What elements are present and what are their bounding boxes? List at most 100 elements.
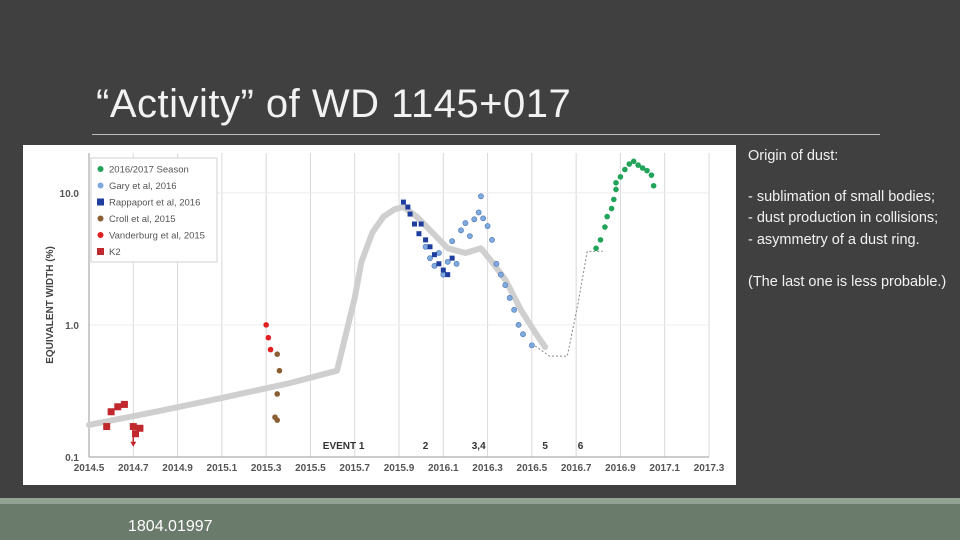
legend-label: Gary et al, 2016 <box>109 181 177 192</box>
series-2016-2017-season <box>593 158 657 252</box>
data-point <box>449 238 456 245</box>
data-point <box>466 233 473 239</box>
data-point <box>405 204 411 210</box>
data-point <box>635 162 641 168</box>
x-tick-label: 2014.7 <box>118 463 149 474</box>
data-point <box>610 196 617 203</box>
data-point <box>129 423 137 431</box>
footer-reference: 1804.01997 <box>128 518 213 535</box>
x-tick-label: 2014.5 <box>74 463 105 474</box>
data-point <box>458 227 464 234</box>
x-tick-label: 2016.7 <box>561 463 592 474</box>
data-point <box>613 179 619 186</box>
legend-marker <box>97 215 104 222</box>
data-point <box>274 391 281 397</box>
upper-limit-arrowhead <box>130 441 137 447</box>
data-point <box>617 174 624 180</box>
x-tick-label: 2015.9 <box>384 463 415 474</box>
data-point <box>114 403 122 411</box>
series-croll-et-al-2015 <box>272 351 283 423</box>
data-point <box>412 221 417 227</box>
x-tick-label: 2014.9 <box>162 463 193 474</box>
data-point <box>478 193 484 200</box>
data-point <box>520 331 526 338</box>
data-point <box>622 166 628 173</box>
event-label: 3,4 <box>472 441 486 452</box>
data-point <box>502 282 509 289</box>
data-point <box>511 306 518 313</box>
data-point <box>475 209 482 216</box>
data-point <box>103 423 111 431</box>
data-point <box>453 260 460 267</box>
data-point <box>613 186 619 193</box>
legend-box <box>90 157 218 263</box>
x-tick-label: 2015.5 <box>295 463 326 474</box>
data-point <box>431 262 438 269</box>
series-gary-et-al-2016 <box>422 193 535 349</box>
legend: 2016/2017 Season Gary et al, 2016 Rappapor… <box>90 157 218 263</box>
data-point <box>274 417 281 423</box>
slide-title: “Activity” of WD 1145+017 <box>96 82 572 126</box>
activity-chart: 2014.5 2014.7 2014.9 2015.1 2015.3 2015.5 2015… <box>23 145 736 485</box>
data-point <box>427 244 433 250</box>
data-point <box>493 260 500 267</box>
data-point <box>602 224 608 230</box>
data-point <box>120 400 128 408</box>
side-list: - sublimation of small bodies; - dust pr… <box>748 187 953 252</box>
data-point <box>445 272 451 278</box>
data-point <box>648 172 655 178</box>
data-point <box>276 367 283 374</box>
side-item-asymmetry: - asymmetry of a dust ring. <box>748 231 920 248</box>
data-point <box>644 167 650 174</box>
side-item-collisions: - dust production in collisions; <box>748 210 939 226</box>
legend-marker <box>97 198 104 206</box>
side-text: Origin of dust: - sublimation of small b… <box>748 146 953 294</box>
legend-marker <box>97 232 104 238</box>
data-point <box>416 231 422 237</box>
legend-label: 2016/2017 Season <box>109 165 189 176</box>
legend-label: Vanderburg et al, 2015 <box>109 231 205 242</box>
series-rappaport-et-al-2016 <box>400 199 455 278</box>
data-point <box>593 245 599 252</box>
x-tick-label: 2017.1 <box>649 463 680 474</box>
projection-curve <box>531 250 603 357</box>
event-label: 2 <box>423 441 429 452</box>
x-tick-label: 2016.5 <box>517 463 548 474</box>
data-point <box>400 199 406 205</box>
legend-marker <box>97 182 104 189</box>
legend-marker <box>97 248 104 255</box>
data-point <box>626 161 633 167</box>
data-point <box>630 158 637 165</box>
data-point <box>136 424 144 432</box>
data-point <box>274 351 281 357</box>
data-point <box>462 220 469 226</box>
series-k2 <box>103 400 144 438</box>
data-point <box>444 258 451 265</box>
event-label: 5 <box>542 441 548 452</box>
data-point <box>489 236 495 243</box>
data-point <box>427 255 433 262</box>
data-point <box>604 213 610 220</box>
data-point <box>480 215 487 222</box>
data-point <box>418 221 424 227</box>
x-tick-label: 2015.1 <box>207 463 238 474</box>
x-tick-label: 2015.7 <box>339 463 370 474</box>
x-tick-label: 2016.9 <box>605 463 636 474</box>
legend-label: Rappaport et al, 2016 <box>109 198 200 209</box>
y-tick-label: 10.0 <box>60 189 80 200</box>
data-point <box>650 182 657 189</box>
data-point <box>639 165 646 171</box>
legend-label: K2 <box>109 247 121 258</box>
data-point <box>407 211 413 217</box>
data-point <box>423 237 429 243</box>
data-point <box>515 321 522 328</box>
side-heading: Origin of dust: <box>748 148 839 164</box>
x-tick-label: 2016.3 <box>472 463 503 474</box>
data-point <box>506 295 513 301</box>
data-point <box>484 223 491 229</box>
legend-label: Croll et al, 2015 <box>109 214 176 225</box>
x-tick-label: 2015.3 <box>251 463 282 474</box>
chart-svg: 2014.5 2014.7 2014.9 2015.1 2015.3 2015.5 2015… <box>45 153 725 474</box>
data-point <box>435 250 442 256</box>
event-label: 6 <box>578 441 584 452</box>
